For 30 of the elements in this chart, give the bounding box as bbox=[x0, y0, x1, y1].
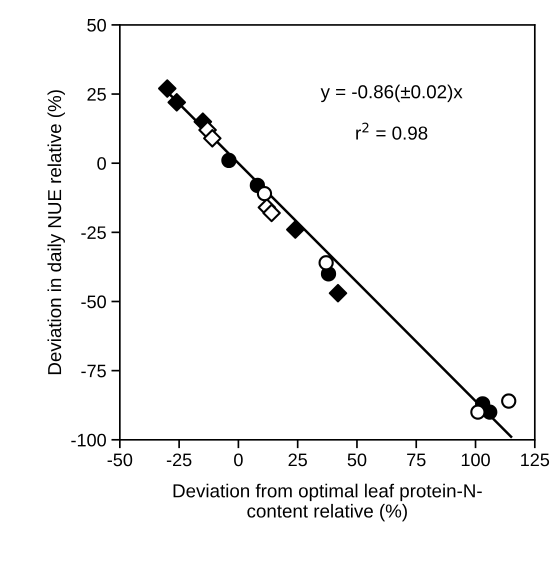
point bbox=[286, 220, 305, 239]
x-tick-label: 75 bbox=[407, 454, 426, 466]
point bbox=[158, 79, 177, 98]
x-tick-label: 25 bbox=[288, 453, 307, 466]
point bbox=[262, 204, 281, 222]
point bbox=[318, 255, 334, 270]
annotation: y = -0.86(±0.02)x bbox=[320, 84, 463, 102]
y-tick-label: -25 bbox=[81, 226, 106, 240]
annotation: r$^{2}$ = 0.98 bbox=[356, 122, 428, 140]
y-tick-label: 25 bbox=[87, 88, 106, 101]
point bbox=[221, 152, 237, 168]
point bbox=[470, 404, 486, 420]
point bbox=[256, 186, 272, 202]
x-axis-title: Deviation from optimal leaf protein-N- content relative (%) bbox=[174, 484, 482, 522]
x-tick-label: -25 bbox=[166, 453, 192, 466]
x-tick-label: 50 bbox=[348, 453, 366, 466]
point bbox=[328, 284, 348, 302]
x-tick-label: 125 bbox=[521, 453, 550, 466]
point bbox=[167, 93, 186, 112]
y-tick-label: -50 bbox=[81, 295, 106, 308]
y-tick-label: 0 bbox=[97, 157, 106, 170]
y-tick-label: 50 bbox=[87, 18, 106, 32]
x-tick-label: 0 bbox=[234, 453, 243, 466]
y-tick-label: -100 bbox=[71, 434, 106, 446]
y-tick-label: -75 bbox=[81, 364, 106, 378]
y-axis-title: Deviation in daily NUE relative (%) bbox=[47, 90, 65, 374]
point bbox=[501, 393, 516, 409]
point bbox=[203, 129, 222, 148]
x-tick-label: -50 bbox=[108, 453, 132, 466]
x-tick-label: 100 bbox=[462, 453, 490, 466]
